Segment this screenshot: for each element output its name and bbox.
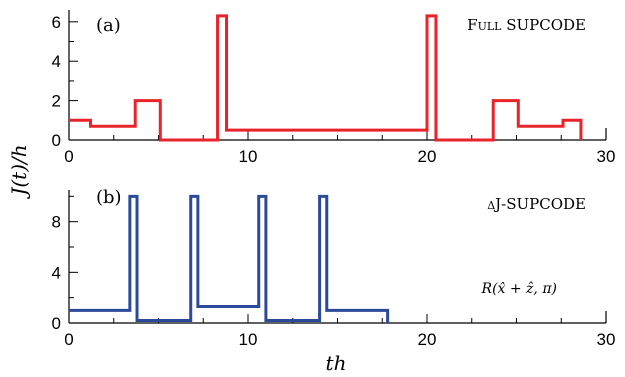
panel-b-y-tick-label: 8	[52, 213, 61, 232]
panel-a-y-tick-label: 2	[52, 92, 61, 111]
y-axis-label: J(t)/h	[7, 144, 31, 199]
panel-a-series-line	[69, 14, 583, 142]
panel-a-x-tick-label: 30	[597, 147, 616, 166]
panel-b-x-tick-label: 30	[597, 330, 616, 349]
panel-b-title: δJ-SUPCODE	[487, 195, 586, 213]
x-axis-label: th	[326, 351, 347, 375]
panel-a-x-tick-label: 20	[418, 147, 437, 166]
panel-b-x-tick-label: 20	[418, 330, 437, 349]
panel-b: (b) δJ-SUPCODE R(x̂ + ẑ, π) 0 10 20 30 0 4 8	[52, 187, 616, 349]
panel-a-y-tick-label: 0	[52, 131, 61, 150]
panel-a-label: (a)	[96, 15, 121, 36]
panel-a-y-tick-label: 6	[52, 13, 61, 32]
panel-b-x-tick-label: 0	[64, 330, 73, 349]
panel-b-x-tick-label: 10	[239, 330, 258, 349]
panel-b-y-tick-label: 0	[52, 314, 61, 333]
panel-b-label: (b)	[96, 187, 122, 208]
panel-a-x-tick-label: 0	[64, 147, 73, 166]
panel-b-y-tick-label: 4	[52, 263, 61, 282]
panel-a-y-tick-label: 4	[52, 52, 61, 71]
panel-a-x-tick-label: 10	[239, 147, 258, 166]
panel-a: (a) Full SUPCODE 0 10 20 30 0 2 4 6	[52, 10, 616, 166]
panel-b-annotation: R(x̂ + ẑ, π)	[481, 280, 557, 297]
panel-a-title: Full SUPCODE	[467, 16, 586, 34]
panel-b-series-line	[69, 194, 390, 323]
